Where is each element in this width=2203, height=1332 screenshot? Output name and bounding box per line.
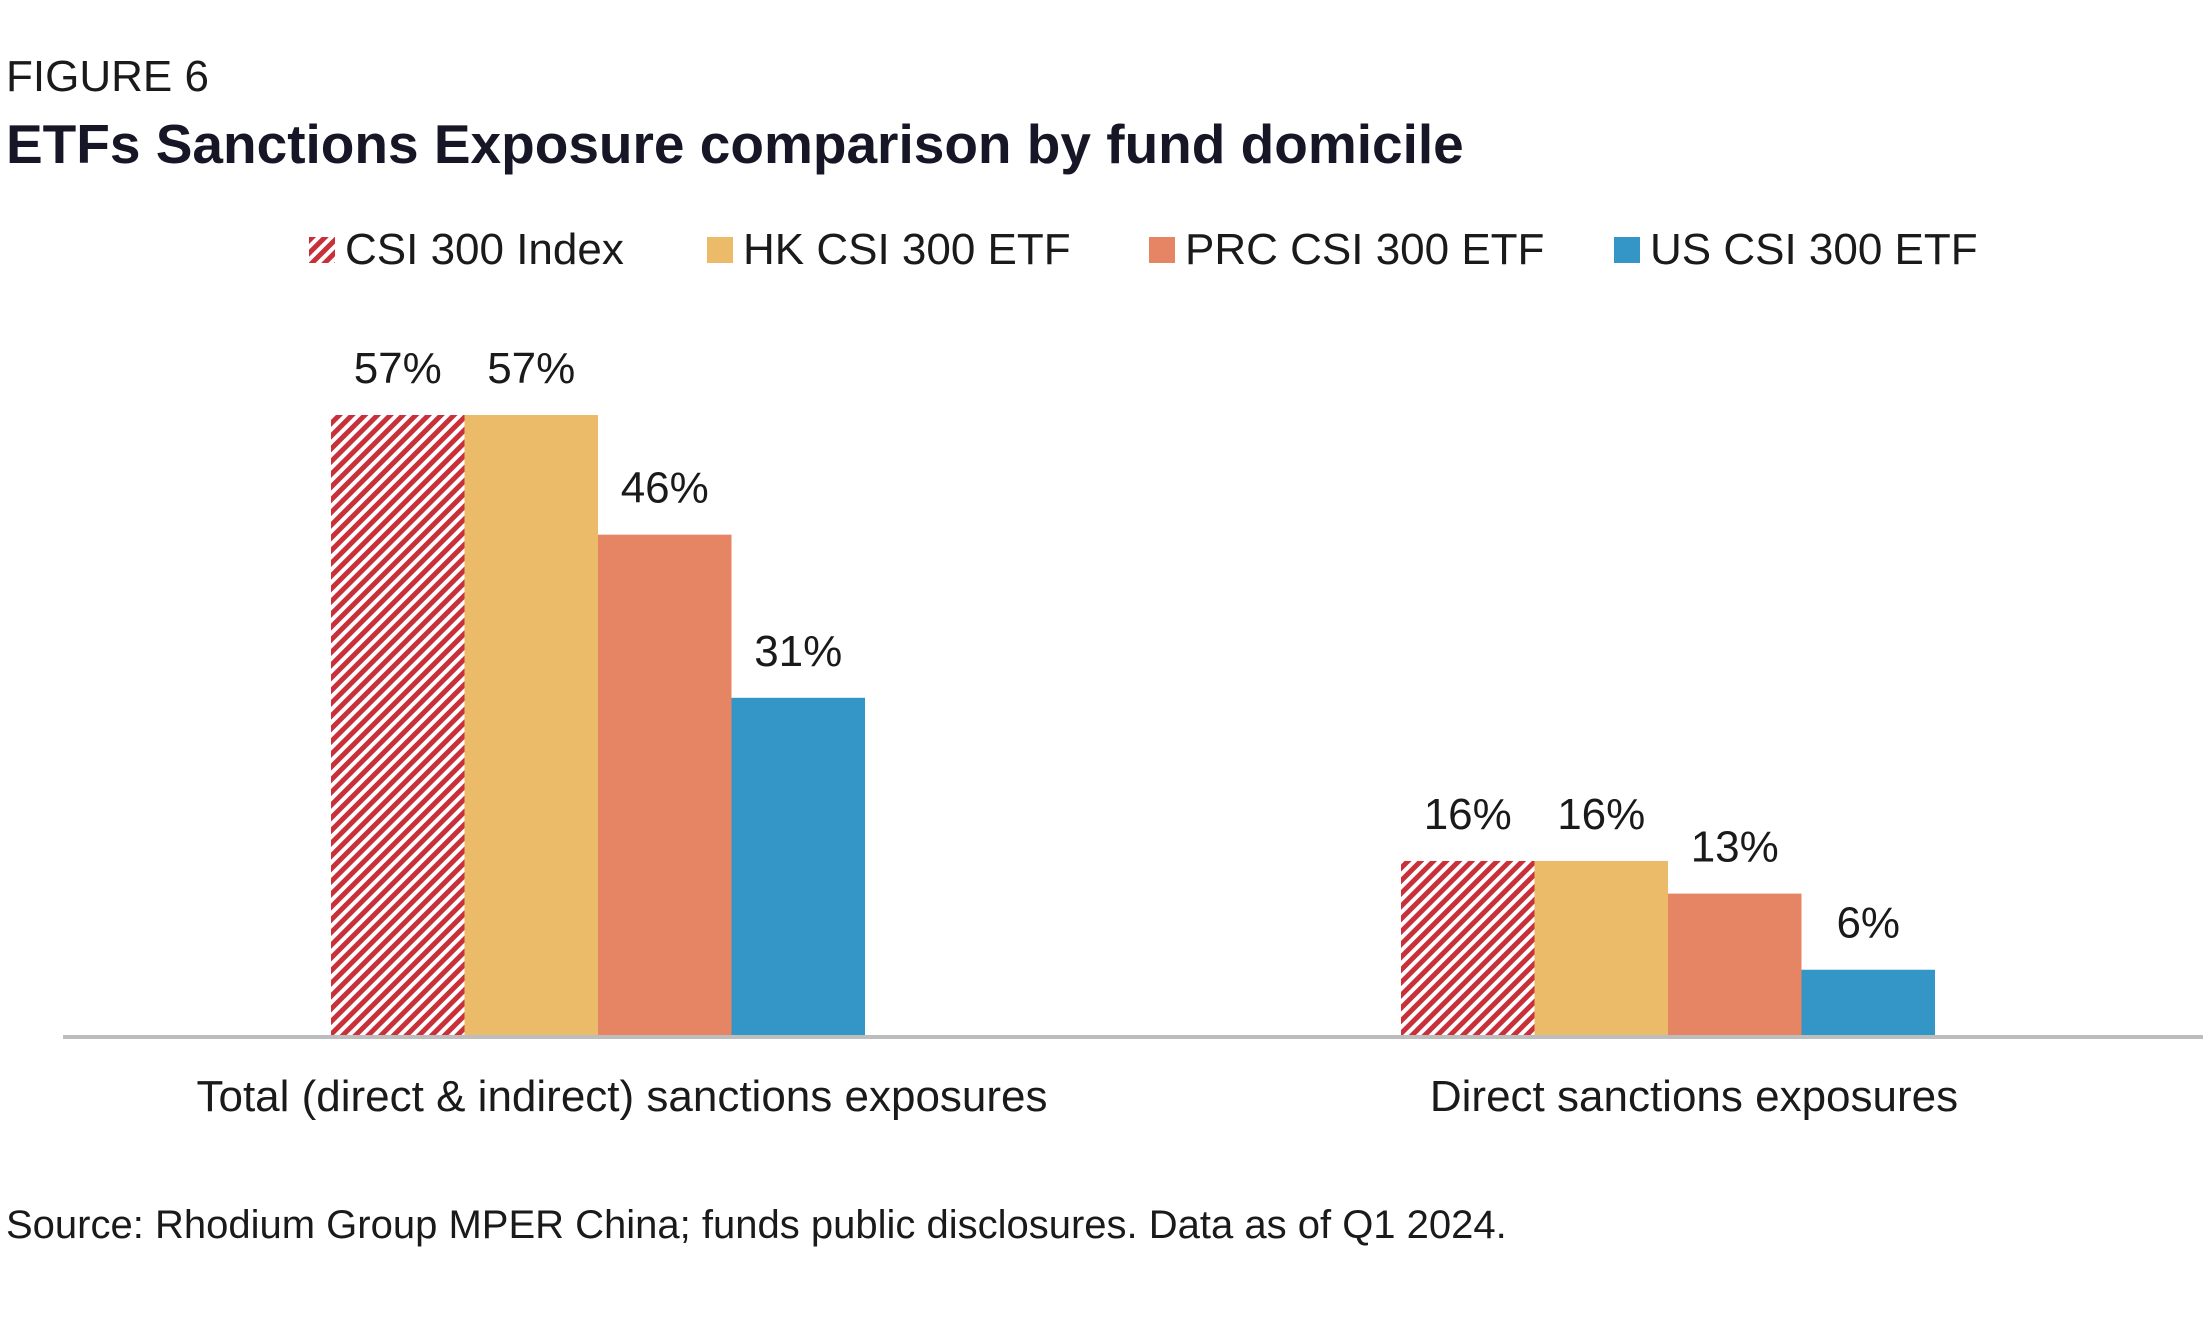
bar-csi-300-index-cat2	[1401, 860, 1535, 1035]
chart-legend: CSI 300 Index HK CSI 300 ETF PRC CSI 300…	[0, 222, 2203, 278]
legend-item-hk-csi-300-etf: HK CSI 300 ETF	[707, 222, 1071, 278]
bar-us-csi-300-etf-cat2	[1801, 969, 1935, 1035]
category-label-2: Direct sanctions exposures	[1430, 1072, 1958, 1121]
legend-item-prc-csi-300-etf: PRC CSI 300 ETF	[1149, 222, 1544, 278]
bar-csi-300-index-cat1	[331, 415, 465, 1035]
data-label-us-csi-300-etf-cat1: 31%	[754, 627, 842, 676]
value-labels-layer: 57% 57% 46% 31% 16% 16% 13% 6%	[354, 344, 1900, 948]
figure-label: FIGURE 6	[6, 52, 209, 101]
bar-prc-csi-300-etf-cat1	[598, 534, 732, 1035]
legend-swatch-csi-300-index	[309, 237, 335, 263]
bar-us-csi-300-etf-cat1	[731, 697, 865, 1035]
legend-item-csi-300-index: CSI 300 Index	[309, 222, 624, 278]
bar-prc-csi-300-etf-cat2	[1668, 893, 1802, 1035]
data-label-csi-300-index-cat1: 57%	[354, 344, 442, 393]
legend-label-prc-csi-300-etf: PRC CSI 300 ETF	[1185, 225, 1545, 274]
legend-swatch-hk-csi-300-etf	[707, 237, 733, 263]
category-labels-layer: Total (direct & indirect) sanctions expo…	[196, 1072, 1958, 1121]
data-label-hk-csi-300-etf-cat2: 16%	[1557, 790, 1645, 839]
legend-label-hk-csi-300-etf: HK CSI 300 ETF	[743, 225, 1071, 274]
category-label-1: Total (direct & indirect) sanctions expo…	[196, 1072, 1047, 1121]
legend-swatch-prc-csi-300-etf	[1149, 237, 1175, 263]
data-label-csi-300-index-cat2: 16%	[1424, 790, 1512, 839]
legend-item-us-csi-300-etf: US CSI 300 ETF	[1614, 222, 1978, 278]
bar-hk-csi-300-etf-cat2	[1534, 860, 1668, 1035]
bars-layer	[331, 415, 1935, 1035]
legend-label-csi-300-index: CSI 300 Index	[345, 225, 624, 274]
data-label-prc-csi-300-etf-cat2: 13%	[1691, 823, 1779, 872]
chart-title: ETFs Sanctions Exposure comparison by fu…	[6, 113, 1464, 175]
data-label-prc-csi-300-etf-cat1: 46%	[621, 464, 709, 513]
bar-hk-csi-300-etf-cat1	[464, 415, 598, 1035]
source-note: Source: Rhodium Group MPER China; funds …	[6, 1203, 1507, 1247]
data-label-hk-csi-300-etf-cat1: 57%	[487, 344, 575, 393]
legend-label-us-csi-300-etf: US CSI 300 ETF	[1650, 225, 1978, 274]
data-label-us-csi-300-etf-cat2: 6%	[1836, 899, 1900, 948]
legend-swatch-us-csi-300-etf	[1614, 237, 1640, 263]
